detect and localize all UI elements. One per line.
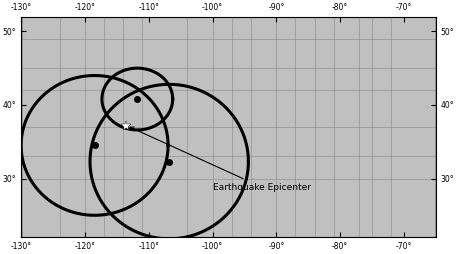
Polygon shape	[21, 0, 436, 254]
Text: Earthquake Epicenter: Earthquake Epicenter	[130, 127, 311, 192]
